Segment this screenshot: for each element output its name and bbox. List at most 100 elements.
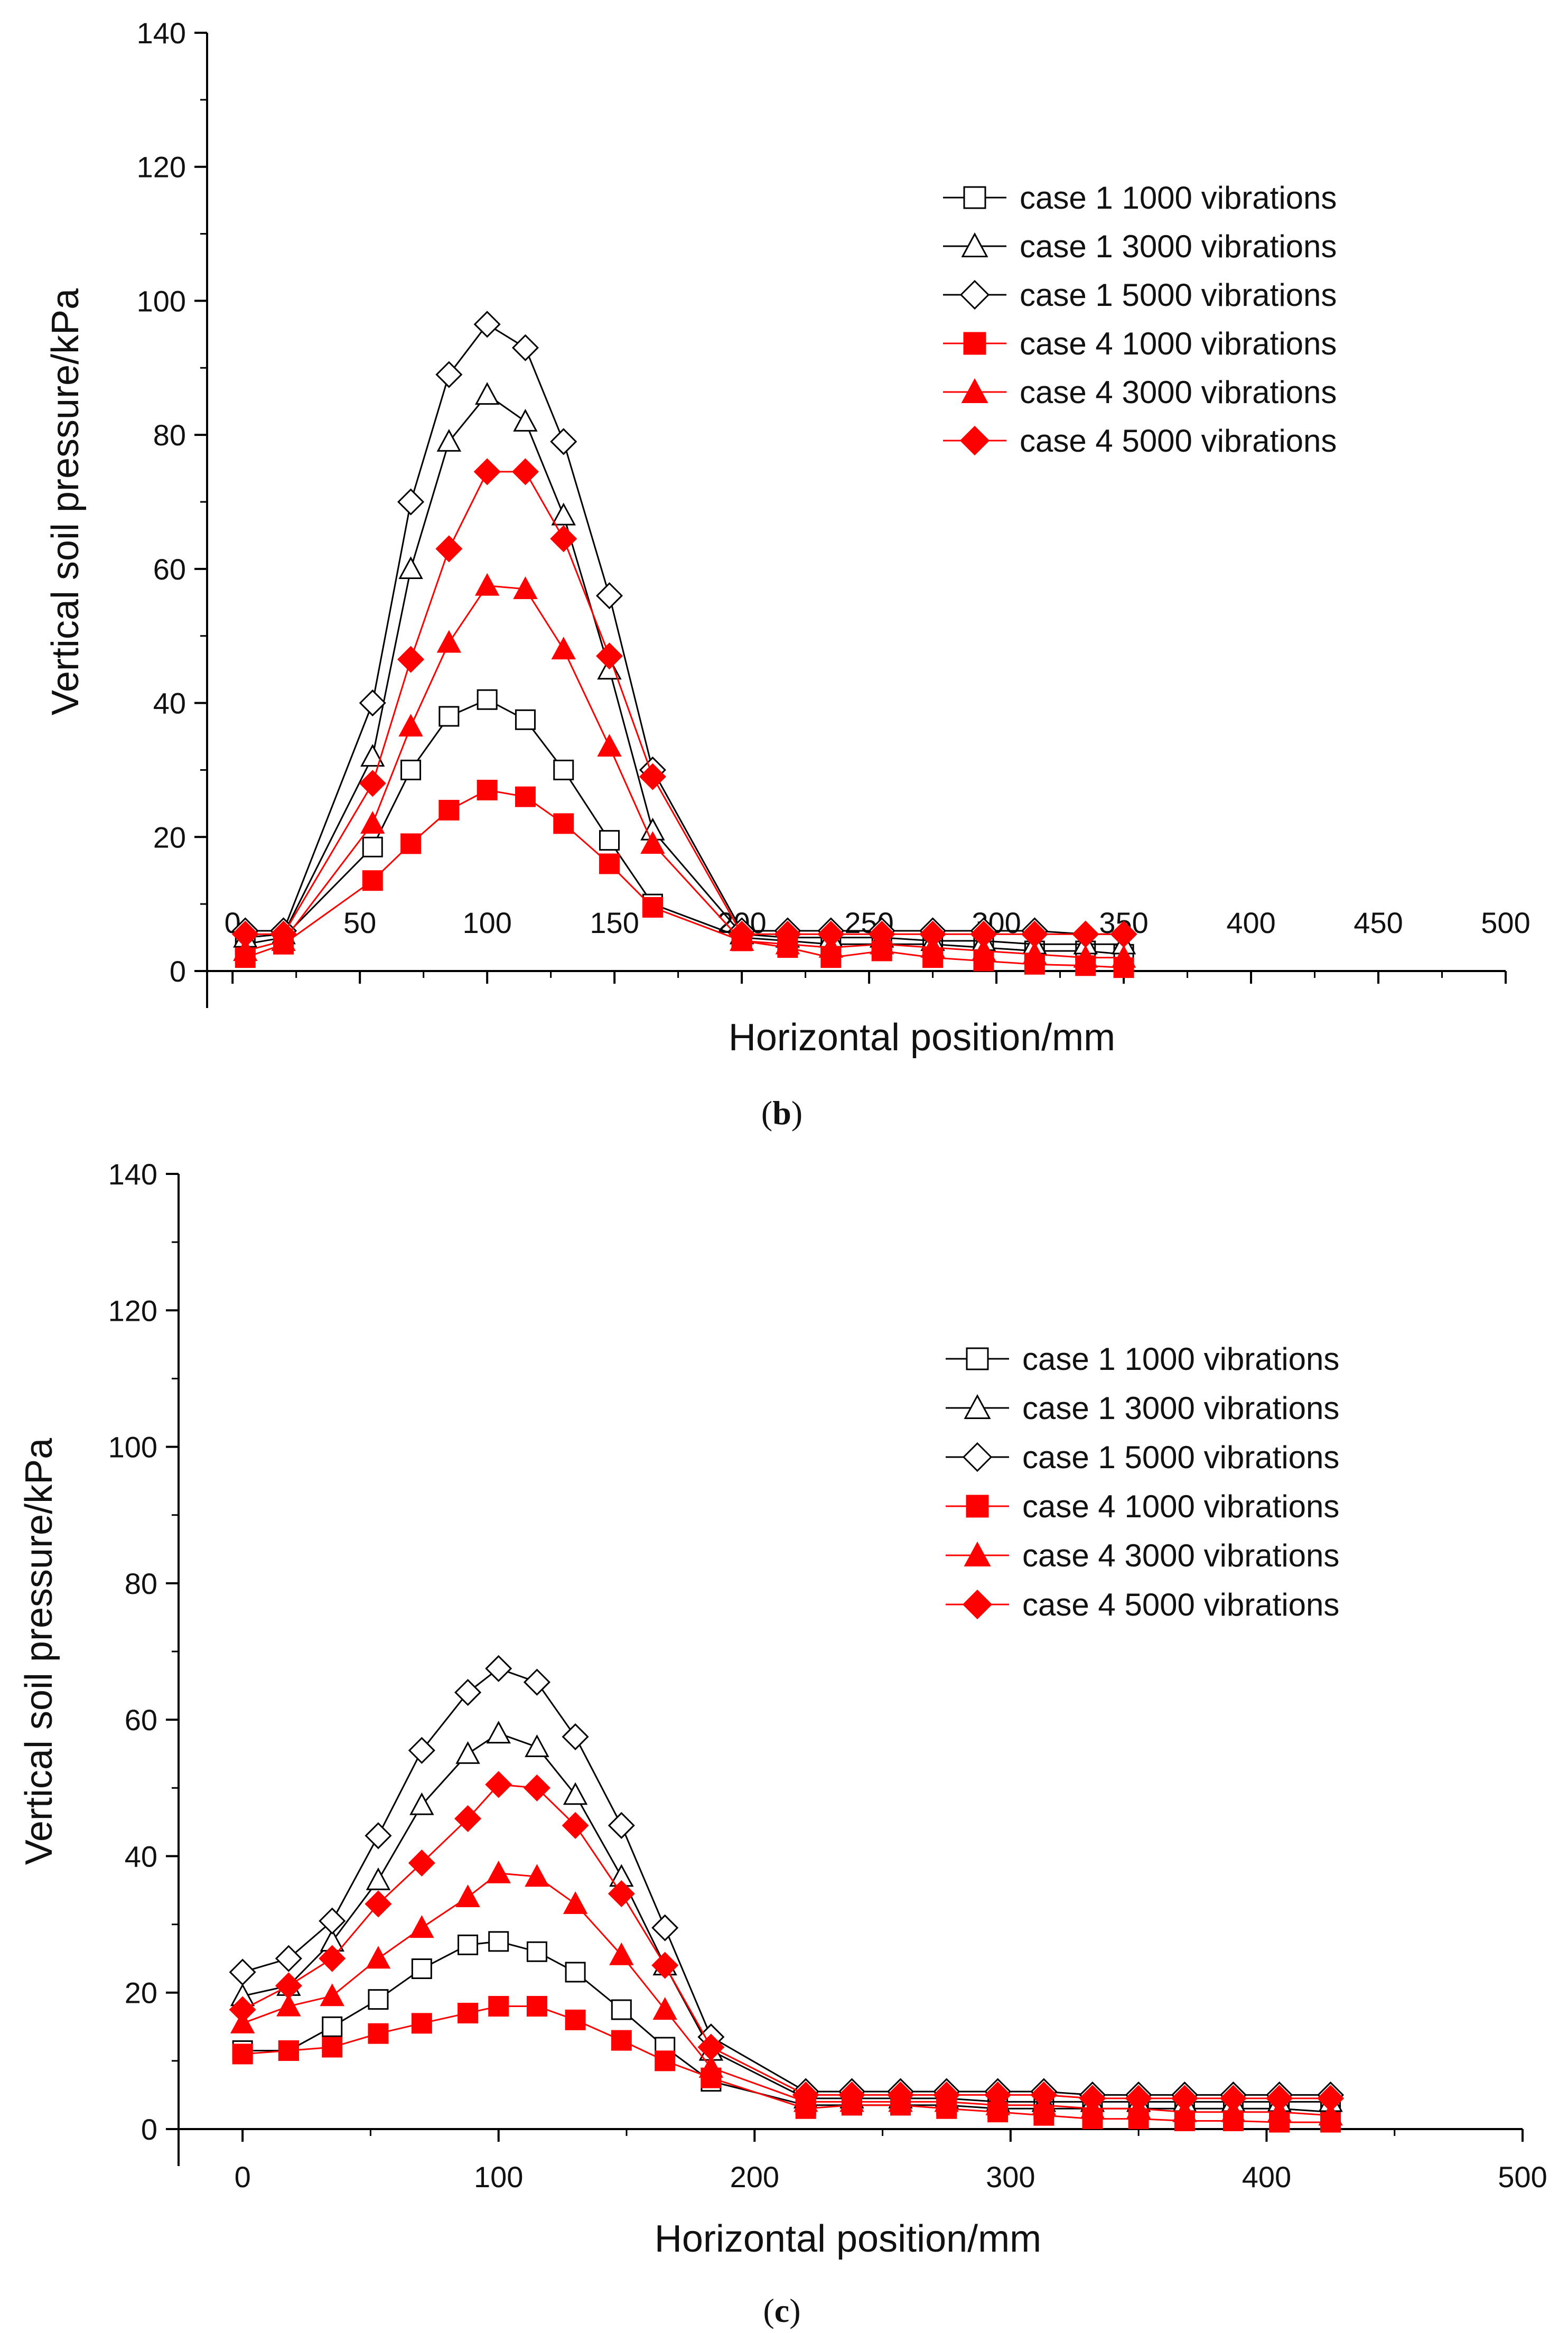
- data-point: [599, 830, 620, 851]
- data-point: [1317, 2085, 1345, 2112]
- panel-caption: (b): [761, 1094, 802, 1132]
- x-tick-label: 400: [1226, 906, 1275, 939]
- y-axis-title: Vertical soil pressure/kPa: [18, 1438, 60, 1865]
- data-point: [231, 920, 259, 948]
- data-point: [435, 535, 463, 563]
- legend-entry: case 1 1000 vibrations: [946, 1341, 1339, 1377]
- data-point: [655, 2050, 676, 2071]
- legend-entry: case 1 5000 vibrations: [946, 1440, 1339, 1475]
- data-point: [477, 779, 498, 800]
- data-point: [473, 311, 501, 338]
- data-point: [597, 734, 622, 757]
- legend-marker: [962, 1442, 993, 1472]
- data-point: [1266, 2085, 1293, 2112]
- data-point: [550, 525, 577, 553]
- y-tick-label: 100: [108, 1431, 157, 1464]
- x-tick-label: 450: [1354, 906, 1403, 939]
- data-point: [229, 1996, 256, 2023]
- data-point: [398, 556, 423, 579]
- data-point: [551, 637, 576, 660]
- chart-panel-b: 0204060801001201400501001502002503003504…: [44, 16, 1530, 1132]
- data-point: [408, 1849, 435, 1877]
- y-tick-label: 60: [125, 1703, 157, 1737]
- x-tick-label: 500: [1481, 906, 1530, 939]
- data-point: [275, 1972, 302, 2000]
- data-point: [792, 2081, 819, 2108]
- data-point: [933, 2081, 960, 2108]
- data-point: [232, 2043, 253, 2065]
- data-point: [774, 920, 801, 948]
- y-tick-label: 20: [125, 1976, 157, 2010]
- x-axis-title: Horizontal position/mm: [729, 1016, 1115, 1059]
- legend-entry: case 4 3000 vibrations: [946, 1538, 1339, 1573]
- data-point: [728, 920, 755, 948]
- data-point: [868, 920, 895, 948]
- data-point: [319, 1907, 346, 1935]
- data-point: [229, 1958, 256, 1986]
- data-point: [1073, 945, 1098, 968]
- y-tick-label: 0: [141, 2113, 157, 2146]
- legend-marker: [964, 1541, 991, 1567]
- data-point: [640, 831, 665, 854]
- data-point: [400, 833, 422, 854]
- data-point: [1110, 920, 1137, 948]
- y-tick-label: 120: [108, 1294, 157, 1327]
- data-point: [455, 1741, 480, 1764]
- data-point: [551, 502, 576, 526]
- legend-marker: [966, 1495, 989, 1518]
- legend-label: case 4 3000 vibrations: [1022, 1538, 1339, 1573]
- data-point: [697, 2033, 725, 2061]
- data-point: [609, 1942, 634, 1965]
- data-point: [515, 709, 536, 730]
- data-point: [515, 786, 536, 807]
- data-point: [526, 1941, 547, 1962]
- x-tick-label: 400: [1242, 2160, 1291, 2194]
- legend-marker: [961, 232, 988, 258]
- legend-marker: [961, 378, 988, 404]
- legend-entry: case 4 1000 vibrations: [943, 326, 1337, 361]
- legend-entry: case 4 1000 vibrations: [946, 1489, 1339, 1524]
- series-6: [231, 458, 1137, 948]
- legend-label: case 4 1000 vibrations: [1020, 326, 1337, 361]
- y-tick-label: 80: [125, 1567, 157, 1600]
- series-5: [233, 573, 1136, 968]
- data-point: [454, 1805, 482, 1832]
- data-point: [565, 1962, 586, 1983]
- data-point: [1171, 2085, 1198, 2112]
- data-point: [360, 744, 385, 767]
- legend-label: case 1 5000 vibrations: [1022, 1440, 1339, 1475]
- legend-entry: case 1 5000 vibrations: [943, 277, 1337, 313]
- data-point: [526, 1996, 547, 2017]
- legend-marker: [959, 425, 990, 456]
- x-tick-label: 200: [730, 2160, 779, 2194]
- y-tick-label: 60: [153, 553, 186, 586]
- data-point: [362, 836, 383, 857]
- data-point: [400, 759, 422, 780]
- data-point: [398, 714, 423, 737]
- data-point: [397, 646, 425, 673]
- data-point: [599, 853, 620, 874]
- data-point: [1072, 920, 1099, 948]
- data-point: [276, 1993, 301, 2017]
- data-point: [550, 428, 577, 455]
- y-tick-label: 0: [170, 955, 186, 988]
- y-tick-label: 40: [125, 1840, 157, 1873]
- data-point: [278, 2040, 299, 2061]
- legend-label: case 4 5000 vibrations: [1022, 1587, 1339, 1622]
- y-tick-label: 40: [153, 687, 186, 720]
- legend-label: case 4 5000 vibrations: [1020, 423, 1337, 459]
- data-point: [322, 2016, 343, 2037]
- data-point: [322, 2037, 343, 2058]
- data-point: [368, 1989, 389, 2010]
- data-point: [438, 800, 460, 821]
- data-point: [970, 920, 997, 948]
- data-point: [553, 759, 574, 780]
- x-tick-label: 300: [986, 2160, 1035, 2194]
- y-axis-title: Vertical soil pressure/kPa: [44, 288, 87, 715]
- y-tick-label: 80: [153, 418, 186, 452]
- x-tick-label: 0: [235, 2160, 251, 2194]
- data-point: [651, 1952, 679, 1979]
- data-point: [365, 1822, 392, 1850]
- data-point: [1219, 2085, 1247, 2112]
